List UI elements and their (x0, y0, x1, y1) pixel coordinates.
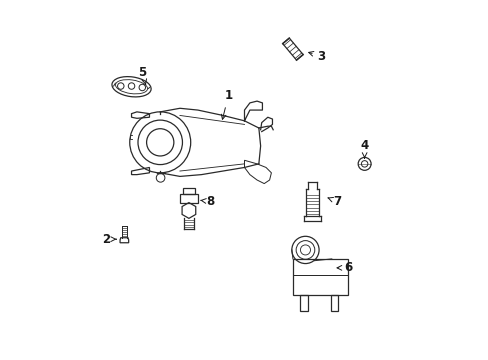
Bar (180, 194, 198, 203)
Text: 3: 3 (308, 50, 325, 63)
Text: 8: 8 (200, 195, 214, 208)
Bar (330, 295, 338, 311)
Bar (292, 259, 348, 295)
Text: 1: 1 (221, 89, 232, 119)
Text: 2: 2 (102, 233, 116, 246)
Text: 5: 5 (138, 66, 146, 85)
Text: 6: 6 (336, 261, 352, 274)
Text: 4: 4 (360, 139, 368, 158)
Bar (300, 295, 307, 311)
Text: 7: 7 (327, 195, 341, 208)
